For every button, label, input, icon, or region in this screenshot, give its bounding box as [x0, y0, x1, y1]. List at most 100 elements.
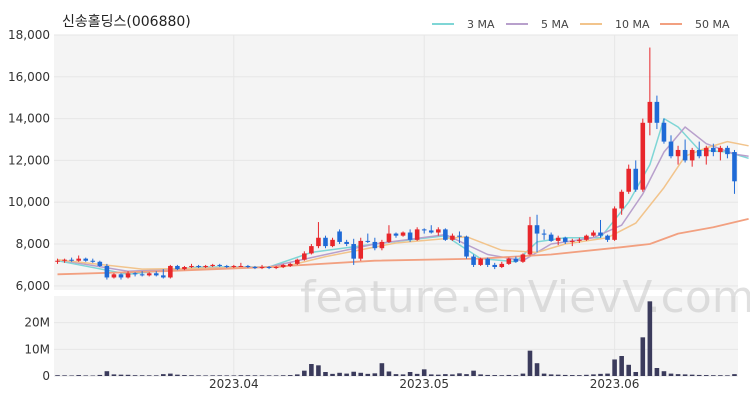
candle-body: [302, 253, 307, 260]
volume-bar: [104, 371, 110, 376]
candle-body: [153, 273, 159, 276]
candle: [161, 269, 166, 279]
candle-body: [323, 237, 328, 247]
candle-body: [407, 232, 413, 240]
volume-bar: [125, 374, 131, 376]
volume-bar: [287, 375, 293, 376]
candle: [280, 263, 286, 269]
price-tick-label: 14,000: [8, 112, 50, 126]
volume-bar: [443, 374, 448, 376]
volume-bar: [111, 374, 117, 376]
ma-line-50-ma: [57, 218, 749, 276]
candle-body: [62, 259, 67, 261]
candle: [231, 264, 237, 269]
candle: [598, 219, 603, 238]
volume-bar: [118, 374, 124, 376]
volume-bar: [513, 375, 519, 376]
price-tick-label: 12,000: [8, 153, 50, 167]
date-tick-label: 2023.04: [209, 377, 259, 391]
candle-body: [654, 101, 660, 123]
candle-body: [591, 232, 596, 236]
volume-tick-label: 10M: [24, 342, 50, 356]
candle: [132, 272, 138, 277]
volume-bar: [428, 374, 434, 376]
candle-body: [337, 231, 342, 242]
candle-body: [90, 260, 96, 262]
candle: [605, 234, 610, 242]
candle-body: [696, 149, 702, 157]
volume-bar: [273, 375, 279, 376]
candle: [118, 273, 124, 280]
candle: [464, 235, 469, 259]
candle: [139, 271, 145, 277]
candle: [351, 238, 356, 265]
candle: [647, 47, 653, 136]
candle-body: [139, 274, 145, 276]
legend-item-3-ma: 3 MA: [432, 18, 495, 31]
volume-bar: [337, 372, 342, 376]
axes: 6,000 8,000 10,000 12,000 14,000 16,000 18,000…: [8, 28, 639, 391]
candle-body: [548, 234, 554, 241]
price-tick-label: 18,000: [8, 28, 50, 42]
volume-bar: [640, 337, 646, 376]
candle-body: [725, 147, 730, 155]
volume-bar: [682, 374, 688, 376]
candle-body: [492, 264, 498, 268]
candle-body: [598, 232, 603, 236]
candle: [97, 260, 103, 268]
candle: [584, 234, 589, 241]
candle-body: [146, 273, 152, 276]
candle: [633, 160, 639, 192]
volume-bar: [83, 375, 89, 376]
volume-bar: [520, 373, 526, 376]
candle: [302, 251, 307, 261]
candle: [732, 149, 737, 194]
volume-bar: [598, 373, 603, 376]
watermark: feature.enVievV.com: [300, 272, 750, 323]
candle-body: [217, 264, 223, 266]
candle: [153, 271, 159, 277]
candle: [471, 254, 476, 268]
legend-item-5-ma: 5 MA: [506, 18, 569, 31]
candle-body: [83, 258, 89, 261]
candle-body: [534, 225, 540, 234]
candle-body: [238, 265, 244, 267]
volume-bar: [661, 371, 667, 376]
candle-body: [577, 239, 582, 241]
legend-label: 50 MA: [695, 18, 730, 31]
volume-bar: [175, 374, 180, 376]
candle-body: [499, 263, 505, 268]
volume-bar: [534, 363, 540, 376]
candle: [372, 237, 378, 251]
volume-bar: [703, 375, 709, 376]
candle-body: [55, 260, 60, 262]
candle-body: [421, 229, 427, 231]
volume-bar: [344, 373, 349, 376]
volume-bar: [414, 373, 420, 376]
candle: [323, 235, 328, 249]
candle: [541, 229, 547, 240]
volume-bar: [647, 301, 653, 376]
legend: 3 MA 5 MA 10 MA 50 MA: [432, 18, 730, 31]
candle: [492, 262, 498, 270]
candle-body: [245, 265, 251, 268]
volume-bar: [252, 375, 258, 376]
candle-body: [111, 274, 117, 278]
candle-body: [330, 239, 335, 247]
candle-body: [732, 152, 737, 182]
candle: [654, 95, 660, 130]
volume-bar: [294, 374, 300, 376]
volume-bar: [316, 365, 321, 376]
candle-body: [316, 237, 321, 247]
volume-bar: [407, 372, 413, 376]
candle: [485, 257, 490, 268]
candle: [506, 257, 512, 265]
candle: [612, 206, 617, 241]
candle-body: [562, 237, 568, 242]
candle: [224, 264, 230, 269]
volume-bar: [689, 374, 695, 376]
candle: [83, 257, 89, 262]
volume-bar: [499, 375, 505, 376]
candle: [626, 164, 631, 194]
